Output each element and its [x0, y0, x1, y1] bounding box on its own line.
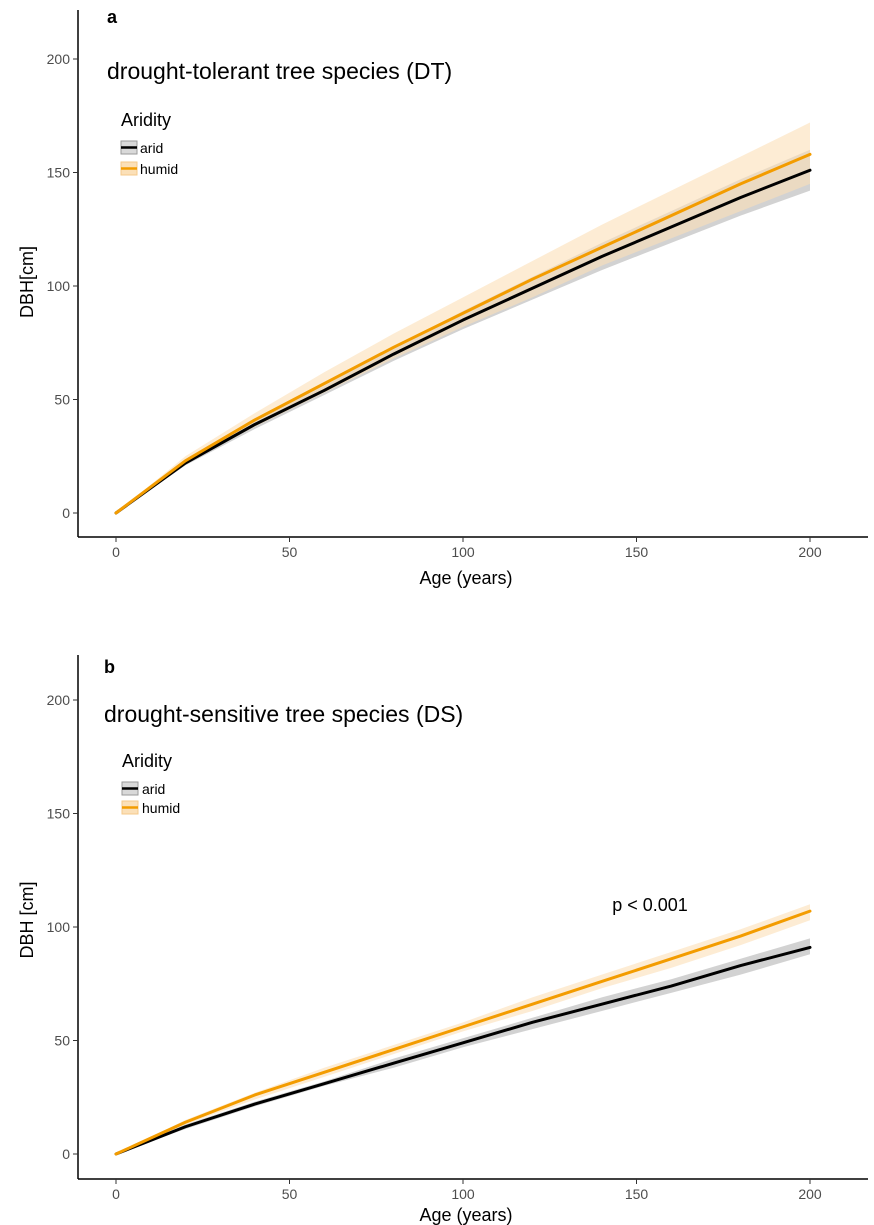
- panel-a-x-axis-title: Age (years): [419, 568, 512, 588]
- panel-a-y-tick-label: 50: [54, 392, 70, 408]
- panel-a-legend-label-arid: arid: [140, 140, 163, 156]
- panel-a-y-tick-label: 0: [62, 505, 70, 521]
- panel-b-x-tick-label: 150: [625, 1186, 649, 1202]
- panel-b-legend-title: Aridity: [122, 751, 172, 771]
- panel-b-band-humid: [116, 904, 810, 1154]
- panel-a-y-axis-title: DBH[cm]: [17, 246, 37, 318]
- panel-b: 0 50 100 150 200 0 50 100 150 200 b drought-sensi…: [17, 655, 868, 1225]
- panel-a-legend-label-humid: humid: [140, 161, 178, 177]
- panel-b-y-tick-label: 50: [54, 1033, 70, 1049]
- panel-a-line-arid: [114, 168, 812, 515]
- panel-b-plot: 0 50 100 150 200 0 50 100 150 200: [47, 655, 868, 1202]
- panel-a-x-tick-label: 200: [798, 544, 822, 560]
- panel-a: 0 50 100 150 200 0 50 100 150 200 a drought-toler…: [17, 7, 868, 588]
- panel-b-y-tick-label: 100: [47, 919, 71, 935]
- panel-a-line-humid: [114, 152, 812, 515]
- panel-b-legend: Aridity arid humid: [121, 751, 180, 816]
- panel-b-x-tick-label: 50: [282, 1186, 298, 1202]
- panel-b-legend-label-arid: arid: [142, 781, 165, 797]
- panel-a-legend-title: Aridity: [121, 110, 171, 130]
- panel-a-x-tick-label: 50: [282, 544, 298, 560]
- panel-b-letter: b: [104, 657, 115, 677]
- panel-b-band-arid: [116, 938, 810, 1154]
- panel-b-line-humid: [114, 909, 812, 1156]
- panel-a-y-tick-label: 100: [47, 278, 71, 294]
- panel-a-x-tick-label: 100: [451, 544, 475, 560]
- panel-b-x-tick-label: 100: [451, 1186, 475, 1202]
- panel-a-legend: Aridity arid humid: [120, 110, 178, 177]
- panel-a-y-tick-label: 200: [47, 51, 71, 67]
- panel-b-x-axis-title: Age (years): [419, 1205, 512, 1225]
- panel-b-y-axis-title: DBH [cm]: [17, 881, 37, 958]
- panel-b-legend-label-humid: humid: [142, 800, 180, 816]
- panel-a-y-tick-label: 150: [47, 165, 71, 181]
- panel-b-line-arid: [114, 945, 812, 1156]
- panel-a-x-tick-label: 150: [625, 544, 649, 560]
- panel-a-title: drought-tolerant tree species (DT): [107, 58, 452, 84]
- panel-b-annotation: p < 0.001: [612, 895, 688, 915]
- panel-a-band-humid: [116, 122, 810, 513]
- panel-a-x-tick-label: 0: [112, 544, 120, 560]
- panel-b-x-tick-label: 200: [798, 1186, 822, 1202]
- panel-a-letter: a: [107, 7, 118, 27]
- panel-b-y-tick-label: 150: [47, 806, 71, 822]
- panel-b-y-tick-label: 0: [62, 1146, 70, 1162]
- panel-a-plot: 0 50 100 150 200 0 50 100 150 200: [47, 10, 868, 560]
- panel-b-title: drought-sensitive tree species (DS): [104, 701, 463, 727]
- panel-b-x-tick-label: 0: [112, 1186, 120, 1202]
- panel-b-y-tick-label: 200: [47, 692, 71, 708]
